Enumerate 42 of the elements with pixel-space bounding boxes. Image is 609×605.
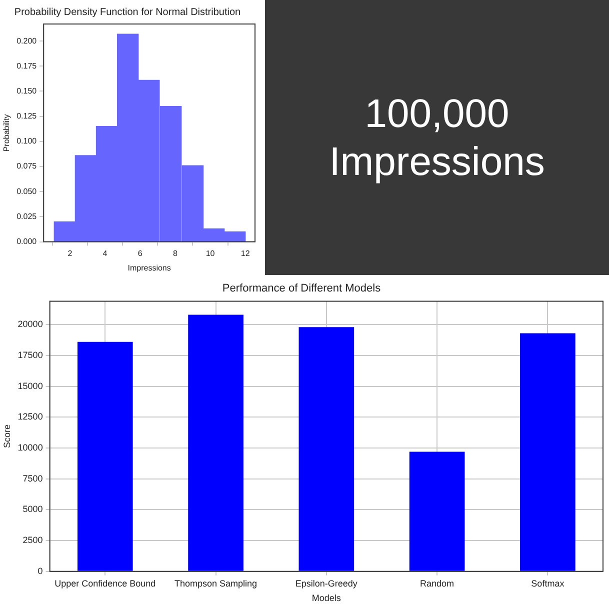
x-tick-label: 6 <box>138 248 143 258</box>
x-tick-label: 4 <box>102 248 108 258</box>
y-tick-label: 0.200 <box>16 36 38 46</box>
text: 100,000 <box>364 90 510 138</box>
x-tick-label: Random <box>420 578 454 588</box>
y-tick-label: 0.100 <box>16 136 38 146</box>
y-tick-label: 0.125 <box>16 112 38 121</box>
y-tick-label: 12500 <box>18 412 43 422</box>
x-tick-label: 10 <box>206 248 216 258</box>
x-tick-label: Softmax <box>531 578 565 588</box>
y-tick-label: 0.075 <box>16 162 38 171</box>
y-tick-label: 17500 <box>18 350 43 360</box>
y-axis-title: Score <box>2 424 12 448</box>
y-tick-label: 20000 <box>18 319 43 330</box>
x-tick-label: Thompson Sampling <box>174 578 258 588</box>
x-tick-label: 12 <box>240 248 250 258</box>
x-tick-label: Epsilon-Greedy <box>295 578 358 588</box>
bar <box>77 342 133 571</box>
y-tick-label: 10000 <box>18 442 43 453</box>
bar <box>188 314 244 571</box>
x-axis-title: Impressions <box>128 263 171 272</box>
bar <box>409 452 465 571</box>
x-tick-label: 2 <box>68 248 73 258</box>
y-tick-label: 0.025 <box>16 212 38 221</box>
y-tick-label: 0.050 <box>16 186 38 196</box>
x-axis-title: Models <box>312 593 342 604</box>
text: Impressions <box>329 138 545 186</box>
y-tick-label: 0 <box>38 566 43 576</box>
y-tick-label: 15000 <box>18 380 43 391</box>
y-tick-label: 7500 <box>22 473 43 484</box>
chart-title: Performance of Different Models <box>222 282 382 295</box>
bar <box>520 333 576 571</box>
y-tick-label: 5000 <box>22 504 43 514</box>
bar <box>298 327 354 571</box>
chart-title: Probability Density Function for Normal Distribution <box>14 6 241 18</box>
y-tick-label: 2500 <box>22 535 43 546</box>
y-tick-label: 0.150 <box>16 86 38 96</box>
y-tick-label: 0.175 <box>16 61 38 70</box>
y-tick-label: 0.000 <box>16 237 38 246</box>
y-axis-title: Probability <box>2 114 12 152</box>
x-tick-label: Upper Confidence Bound <box>54 578 156 588</box>
x-tick-label: 8 <box>172 248 178 258</box>
